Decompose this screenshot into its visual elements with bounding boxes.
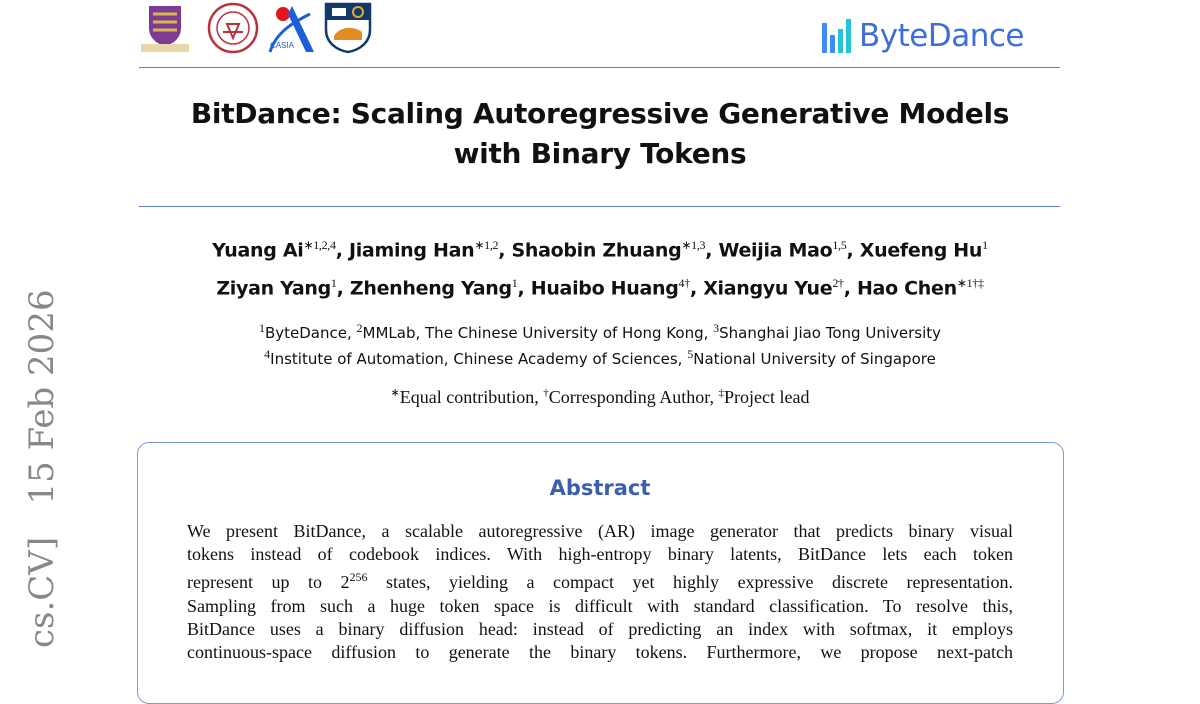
affiliation-name: Shanghai Jiao Tong University	[719, 324, 942, 342]
note-text: Project lead	[724, 387, 810, 407]
author-name: Zhenheng Yang	[349, 277, 512, 300]
affiliation-number: 5	[687, 347, 694, 361]
bytedance-logo: ByteDance	[822, 14, 1024, 58]
author-name: Huaibo Huang	[530, 277, 679, 300]
contribution-notes: ∗Equal contribution, †Corresponding Auth…	[390, 387, 810, 407]
affiliation-name: MMLab, The Chinese University of Hong Ko…	[362, 324, 704, 342]
abstract-line: tokens instead of codebook indices. With…	[187, 544, 1013, 565]
abstract-line: We present BitDance, a scalable autoregr…	[187, 521, 1013, 541]
author-affiliation-mark: 1	[511, 276, 518, 290]
affiliations-line-2: 4Institute of Automation, Chinese Academ…	[264, 347, 936, 368]
header-rule	[139, 67, 1060, 68]
abstract-heading: Abstract	[549, 476, 651, 500]
note-text: Corresponding Author	[548, 387, 710, 407]
author-affiliation-mark: ∗1†‡	[956, 276, 984, 290]
authors-line-1: Yuang Ai∗1,2,4, Jiaming Han∗1,2, Shaobin…	[212, 238, 988, 262]
author-affiliation-mark: 1	[982, 238, 988, 252]
note-symbol: †	[543, 387, 549, 399]
author-name: Yuang Ai	[212, 239, 304, 262]
note-text: Equal contribution	[399, 387, 535, 407]
paper-title: BitDance: Scaling Autoregressive Generat…	[0, 94, 1200, 174]
abstract-body: We present BitDance, a scalable autoregr…	[187, 520, 1013, 664]
affiliation-number: 4	[264, 347, 271, 361]
author-affiliation-mark: 4†	[678, 276, 691, 290]
sjtu-logo	[207, 2, 259, 54]
abstract-line: continuous-space diffusion to generate t…	[187, 642, 1013, 663]
note-symbol: ∗	[390, 387, 400, 399]
author-name: Shaobin Zhuang	[511, 239, 682, 262]
author-affiliation-mark: ∗1,2	[474, 238, 499, 252]
title-rule	[139, 206, 1060, 207]
affiliation-number: 3	[713, 321, 720, 335]
title-line: with Binary Tokens	[453, 137, 747, 170]
author-name: Jiaming Han	[348, 239, 475, 262]
casia-logo: CASIA	[268, 6, 314, 53]
abstract-line: Sampling from such a huge token space is…	[187, 595, 1013, 616]
author-name: Xuefeng Hu	[859, 239, 983, 262]
affiliation-name: Institute of Automation, Chinese Academy…	[270, 350, 678, 368]
author-affiliation-mark: 1	[330, 276, 337, 290]
affiliations-line-1: 1ByteDance, 2MMLab, The Chinese Universi…	[258, 321, 942, 342]
affiliation-number: 1	[258, 321, 265, 335]
affiliation-name: National University of Singapore	[693, 350, 936, 368]
brand-name: ByteDance	[859, 18, 1024, 54]
bytedance-bars-icon	[822, 19, 851, 53]
author-name: Weijia Mao	[718, 239, 833, 262]
arxiv-stamp: cs.CV] 15 Feb 2026	[22, 289, 62, 648]
author-name: Ziyan Yang	[216, 277, 331, 300]
authors-line-2: Ziyan Yang1, Zhenheng Yang1, Huaibo Huan…	[216, 276, 984, 300]
title-line: BitDance: Scaling Autoregressive Generat…	[190, 97, 1010, 130]
author-affiliation-mark: ∗1,3	[681, 238, 706, 252]
cuhk-logo	[141, 6, 189, 52]
exponent: 256	[349, 570, 368, 585]
author-affiliation-mark: 2†	[832, 276, 844, 290]
author-name: Xiangyu Yue	[703, 277, 833, 300]
affiliation-name: ByteDance	[264, 324, 347, 342]
note-symbol: ‡	[718, 387, 725, 399]
nus-logo	[324, 2, 372, 54]
abstract-line: BitDance uses a binary diffusion head: i…	[187, 618, 1013, 639]
affiliation-number: 2	[356, 321, 363, 335]
abstract-line: represent up to 2256 states, yielding a …	[187, 570, 1013, 593]
author-affiliation-mark: 1,5	[832, 238, 847, 252]
author-name: Hao Chen	[856, 277, 957, 300]
author-affiliation-mark: ∗1,2,4	[303, 238, 336, 252]
svg-text:CASIA: CASIA	[270, 41, 295, 50]
